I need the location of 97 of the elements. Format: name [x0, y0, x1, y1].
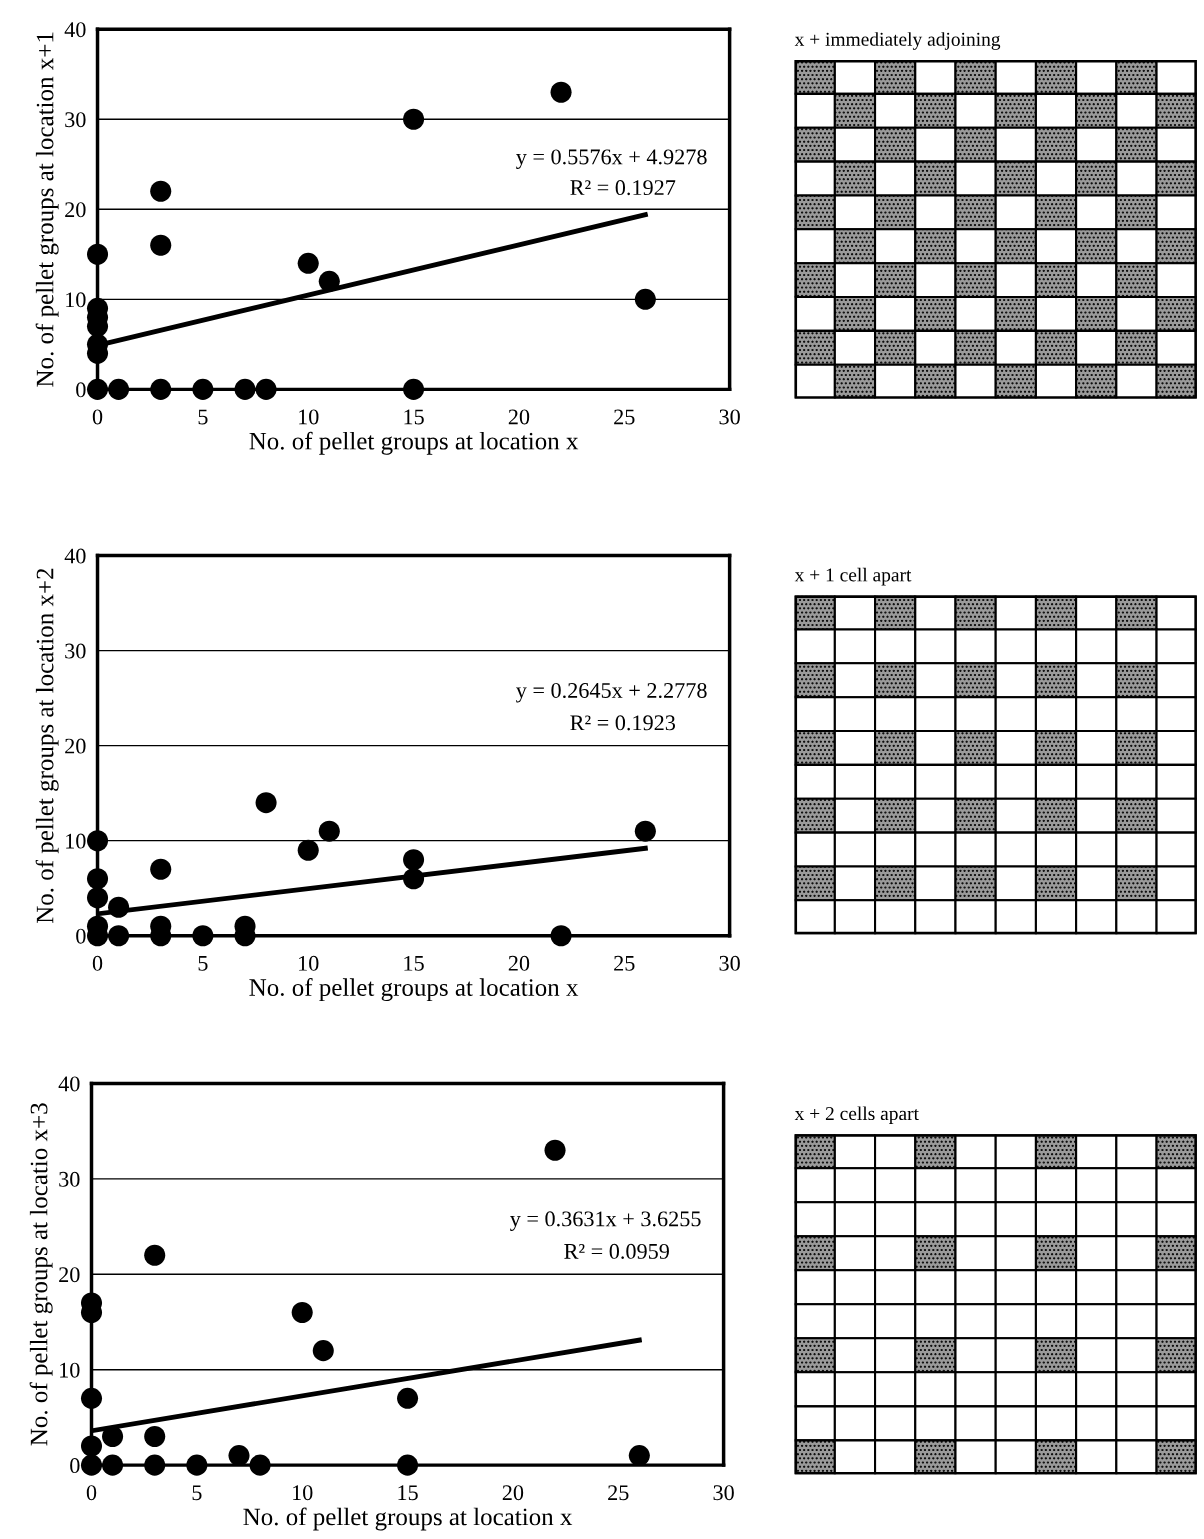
- y-tick-label: 20: [59, 1267, 80, 1283]
- x-tick-label: 15: [404, 409, 424, 425]
- y-tick-label: 20: [65, 738, 86, 754]
- point: [634, 820, 656, 842]
- x-tick-label: 0: [92, 409, 103, 425]
- point: [144, 1244, 166, 1266]
- x-tick-label: 10: [293, 1485, 313, 1501]
- point: [192, 378, 214, 400]
- y-tick-label: 0: [76, 928, 86, 944]
- y-tick-label: 30: [65, 112, 86, 128]
- x-tick-label: 20: [508, 955, 530, 971]
- annotation: y = 0.2645x + 2.2778: [516, 682, 707, 703]
- point: [150, 234, 172, 256]
- point: [192, 925, 214, 947]
- x-tick-label: 10: [299, 409, 319, 425]
- text: x + 2 cells apart: [794, 1106, 919, 1125]
- y-tick-label: 10: [66, 292, 86, 308]
- y-tick-label: 0: [70, 1458, 80, 1474]
- annotation: R² = 0.0959: [564, 1243, 669, 1259]
- point: [634, 288, 656, 310]
- x-tick-label: 5: [198, 409, 208, 425]
- y-tick-label: 40: [64, 548, 86, 564]
- x-tick-label: 30: [719, 955, 740, 971]
- point: [86, 243, 109, 265]
- point: [318, 820, 340, 842]
- point: [628, 1445, 650, 1467]
- x-tick-label: 0: [92, 955, 103, 971]
- x-tick-label: 20: [502, 1485, 524, 1501]
- x-tick-label: 30: [713, 1485, 734, 1501]
- x-tick-label: 25: [608, 1485, 629, 1501]
- x-tick-label: 25: [614, 955, 635, 971]
- point: [234, 378, 256, 400]
- point: [102, 1425, 124, 1448]
- point: [86, 868, 109, 890]
- point: [550, 925, 572, 947]
- point: [297, 252, 319, 274]
- x-tick-label: 5: [192, 1485, 202, 1501]
- y-tick-label: 40: [58, 1076, 80, 1092]
- y-tick-label: 10: [60, 1362, 80, 1378]
- point: [403, 378, 425, 400]
- x-tick-label: 0: [86, 1485, 97, 1501]
- x-axis-title: No. of pellet groups at location x: [249, 431, 579, 455]
- x-axis-title: No. of pellet groups at location x: [249, 978, 579, 1002]
- point: [255, 378, 277, 400]
- point: [397, 1454, 419, 1476]
- y-tick-label: 10: [66, 833, 86, 849]
- x-axis-title: No. of pellet groups at location x: [243, 1507, 573, 1531]
- point: [403, 868, 425, 890]
- point: [80, 1454, 103, 1476]
- point: [80, 1435, 103, 1457]
- point: [249, 1454, 271, 1476]
- y-tick-label: 20: [65, 202, 86, 218]
- text: x + 1 cell apart: [794, 567, 912, 586]
- point: [297, 839, 319, 861]
- x-tick-label: 10: [299, 955, 319, 971]
- point: [255, 792, 277, 814]
- annotation: y = 0.5576x + 4.9278: [516, 149, 707, 169]
- x-tick-label: 20: [508, 409, 530, 425]
- point: [228, 1445, 250, 1467]
- point: [397, 1387, 419, 1409]
- point: [86, 887, 109, 909]
- point: [186, 1454, 208, 1476]
- annotation: y = 0.3631x + 3.6255: [510, 1211, 701, 1231]
- point: [550, 81, 572, 103]
- point: [312, 1340, 334, 1362]
- y-tick-label: 30: [59, 1171, 80, 1187]
- point: [150, 858, 172, 880]
- y-tick-label: 30: [65, 643, 86, 659]
- point: [86, 378, 109, 400]
- x-tick-label: 5: [198, 956, 208, 971]
- point: [318, 270, 340, 292]
- point: [86, 830, 109, 852]
- x-tick-label: 25: [614, 409, 635, 425]
- y-axis-title: No. of pellet groups at location x+2: [35, 568, 59, 924]
- point: [291, 1301, 313, 1323]
- point: [108, 378, 130, 400]
- point: [150, 378, 172, 400]
- point: [144, 1454, 166, 1476]
- x-tick-label: 15: [398, 1485, 418, 1501]
- x-tick-label: 15: [404, 955, 424, 971]
- point: [403, 108, 425, 130]
- x-tick-label: 30: [719, 409, 740, 425]
- annotation: R² = 0.1923: [570, 715, 676, 731]
- point: [108, 896, 130, 918]
- point: [80, 1387, 103, 1409]
- y-axis-title: No. of pellet groups at location x+1: [35, 32, 59, 387]
- annotation: R² = 0.1927: [570, 180, 676, 196]
- point: [144, 1425, 166, 1448]
- y-axis-title: No. of pellet groups at locatio x+3: [29, 1103, 53, 1446]
- text: x + immediately adjoining: [794, 32, 1001, 50]
- point: [108, 925, 130, 947]
- point: [403, 849, 425, 871]
- y-tick-label: 0: [76, 382, 86, 398]
- point: [150, 180, 172, 202]
- y-tick-label: 40: [64, 22, 86, 38]
- point: [102, 1454, 124, 1476]
- point: [544, 1139, 566, 1161]
